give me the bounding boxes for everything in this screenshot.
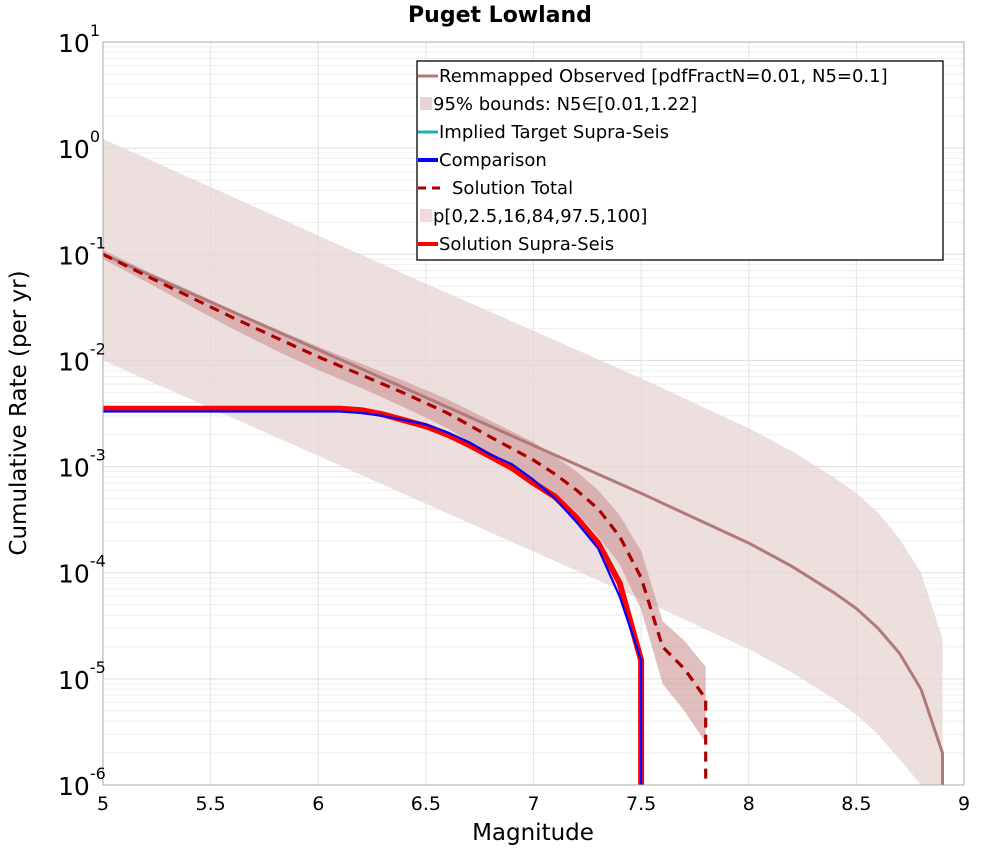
legend-item: Solution Total (418, 178, 573, 199)
x-tick-label: 6 (312, 793, 324, 815)
y-tick-label: 10-2 (58, 339, 106, 376)
x-axis-ticks: 5 5.5 6 6.5 7 7.5 8 8.5 9 (97, 793, 970, 815)
y-tick-label: 10-6 (58, 764, 106, 801)
legend-item: p[0,2.5,16,84,97.5,100] (420, 206, 647, 227)
x-tick-label: 8 (743, 793, 755, 815)
legend-label: Remmapped Observed [pdfFractN=0.01, N5=0… (439, 66, 888, 87)
legend-swatch (420, 97, 432, 110)
y-tick-label: 100 (58, 127, 100, 164)
x-tick-label: 7 (527, 793, 539, 815)
legend-item: Solution Supra-Seis (418, 234, 614, 255)
x-tick-label: 5 (97, 793, 109, 815)
x-tick-label: 7.5 (626, 793, 656, 815)
legend-item: Implied Target Supra-Seis (418, 122, 669, 143)
solution-total-line (102, 252, 708, 785)
legend-label: p[0,2.5,16,84,97.5,100] (433, 206, 647, 227)
y-tick-label: 10-4 (58, 552, 106, 589)
x-tick-label: 6.5 (411, 793, 441, 815)
legend-item: Remmapped Observed [pdfFractN=0.01, N5=0… (418, 66, 888, 87)
plot-frame (102, 41, 965, 786)
x-tick-label: 8.5 (841, 793, 871, 815)
legend-box (416, 60, 944, 261)
legend-label: 95% bounds: N5∈[0.01,1.22] (433, 94, 697, 115)
y-tick-label: 101 (58, 21, 100, 58)
legend-label: Comparison (439, 150, 547, 171)
x-axis-label: Magnitude (472, 820, 594, 846)
x-tick-label: 5.5 (196, 793, 226, 815)
y-axis-label: Cumulative Rate (per yr) (6, 270, 32, 555)
comparison-line (103, 410, 643, 785)
solution-supra-seis-line (103, 405, 645, 785)
legend-label: Solution Total (452, 178, 573, 199)
lines (102, 252, 944, 785)
y-axis-ticks: 101 100 10-1 10-2 10-3 10-4 10-5 10-6 (58, 21, 106, 801)
legend-swatch (420, 209, 432, 222)
bands (103, 139, 943, 785)
legend: Remmapped Observed [pdfFractN=0.01, N5=0… (416, 60, 944, 261)
legend-label: Solution Supra-Seis (439, 234, 614, 255)
y-tick-label: 10-5 (58, 658, 106, 695)
y-tick-label: 10-3 (58, 446, 106, 483)
y-tick-label: 10-1 (58, 233, 106, 270)
remapped-observed-line (102, 252, 944, 785)
legend-item: 95% bounds: N5∈[0.01,1.22] (420, 94, 697, 115)
legend-label: Implied Target Supra-Seis (439, 122, 669, 143)
chart-title: Puget Lowland (408, 3, 592, 28)
legend-item: Comparison (418, 150, 547, 171)
percentile-band (103, 249, 706, 743)
x-tick-label: 9 (958, 793, 970, 815)
